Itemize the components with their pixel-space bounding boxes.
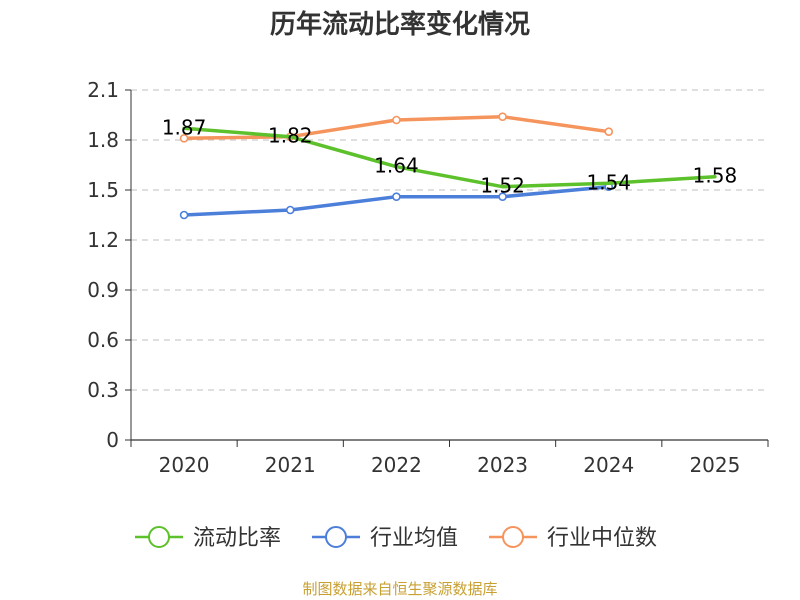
legend-label: 流动比率 bbox=[193, 526, 281, 551]
x-tick-label: 2022 bbox=[371, 453, 422, 477]
source-note: 制图数据来自恒生聚源数据库 bbox=[302, 580, 498, 598]
legend-layer: 流动比率 行业均值 行业中位数 bbox=[135, 526, 657, 551]
y-tick-label: 1.8 bbox=[87, 128, 119, 152]
y-tick-label: 1.2 bbox=[87, 228, 119, 252]
series-line-0 bbox=[182, 126, 717, 189]
series-point bbox=[392, 192, 401, 201]
series-point bbox=[498, 192, 507, 201]
y-tick-label: 0.3 bbox=[87, 378, 119, 402]
x-tick-label: 2025 bbox=[689, 453, 740, 477]
x-tick-label: 2023 bbox=[477, 453, 528, 477]
y-tick-label: 0.6 bbox=[87, 328, 119, 352]
legend-marker bbox=[148, 526, 170, 548]
x-tick-label: 2020 bbox=[159, 453, 210, 477]
y-tick-label: 1.5 bbox=[87, 178, 119, 202]
x-tick-label: 2024 bbox=[583, 453, 634, 477]
label-layer: 1.87 1.82 1.64 1.52 1.54 1.58 bbox=[162, 115, 737, 197]
chart-title: 历年流动比率变化情况 bbox=[269, 10, 530, 40]
legend-label: 行业均值 bbox=[370, 526, 458, 551]
y-tick-label: 0 bbox=[106, 428, 119, 452]
y-tick-label: 2.1 bbox=[87, 78, 119, 102]
series-point bbox=[498, 112, 507, 121]
series-point bbox=[392, 115, 401, 125]
series-point bbox=[179, 210, 189, 220]
data-label: 1.52 bbox=[480, 174, 525, 198]
data-label: 1.87 bbox=[162, 115, 207, 139]
legend-label: 行业中位数 bbox=[547, 526, 657, 551]
legend-marker bbox=[502, 526, 524, 548]
x-tick-label: 2021 bbox=[265, 453, 316, 477]
y-tick-label: 0.9 bbox=[87, 278, 119, 302]
series-point bbox=[179, 134, 189, 143]
series-layer bbox=[179, 112, 717, 220]
series-point bbox=[604, 127, 614, 136]
data-label: 1.64 bbox=[374, 154, 419, 178]
data-label: 1.58 bbox=[693, 164, 738, 188]
axis-layer: 0 0.3 0.6 0.9 1.2 1.5 1.8 2.1 2020 2021 2022 2023 20… bbox=[87, 78, 769, 477]
data-label: 1.54 bbox=[586, 170, 631, 194]
legend-marker bbox=[325, 526, 347, 548]
data-label: 1.82 bbox=[268, 124, 313, 148]
series-point bbox=[285, 205, 295, 215]
grid-layer bbox=[131, 89, 768, 391]
